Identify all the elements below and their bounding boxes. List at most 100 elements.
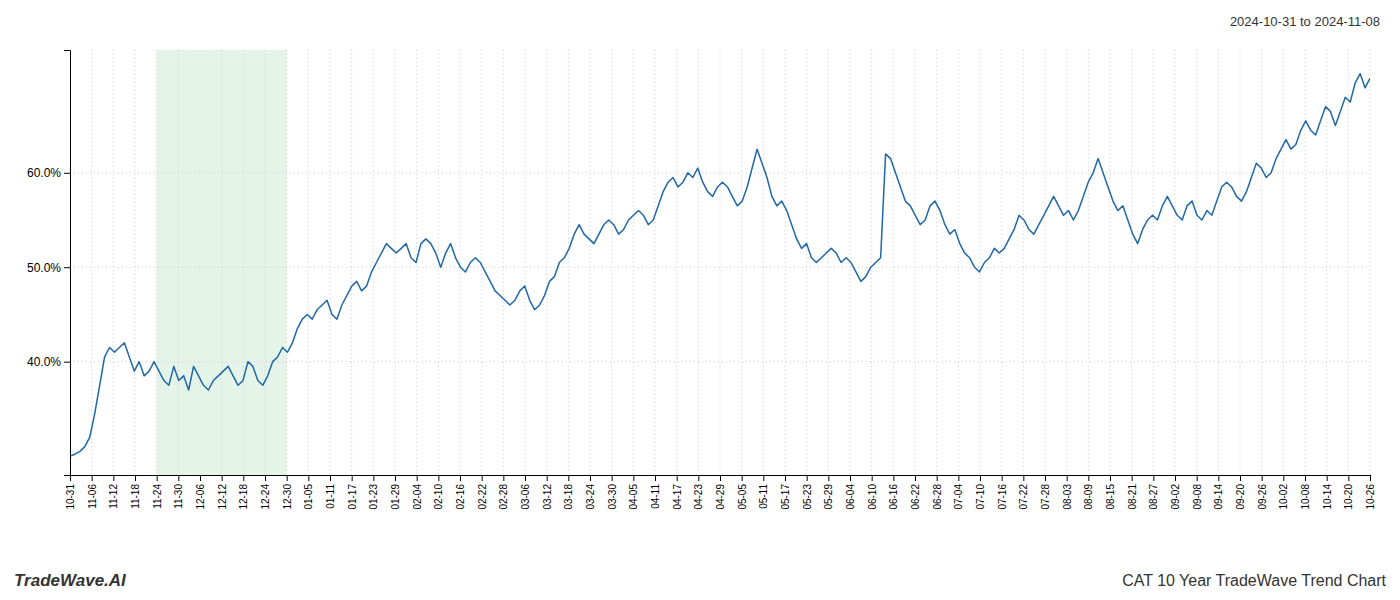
grid-line-x	[633, 50, 634, 475]
x-tick: 06-04	[845, 475, 856, 510]
grid-line-x	[1110, 50, 1111, 475]
x-tick: 07-04	[953, 475, 964, 510]
x-tick-mark	[655, 475, 656, 481]
x-tick-mark	[265, 475, 266, 481]
x-tick-label: 11-24	[152, 484, 163, 509]
x-tick-label: 04-05	[628, 484, 639, 510]
x-tick-label: 10-26	[1365, 484, 1376, 510]
x-tick: 04-29	[715, 475, 726, 510]
x-tick-mark	[1067, 475, 1068, 481]
x-tick: 05-11	[758, 475, 769, 509]
x-tick: 03-18	[563, 475, 574, 510]
x-tick-label: 05-17	[780, 484, 791, 510]
grid-line-x	[1240, 50, 1241, 475]
x-tick: 01-29	[390, 475, 401, 510]
grid-line-x	[980, 50, 981, 475]
x-tick-label: 06-22	[910, 484, 921, 510]
grid-line-x	[308, 50, 309, 475]
x-tick-label: 03-12	[542, 484, 553, 510]
x-tick-label: 03-18	[563, 484, 574, 510]
grid-line-x	[1088, 50, 1089, 475]
x-tick-mark	[113, 475, 114, 481]
x-axis: 10-3111-0611-1211-1811-2411-3012-0612-12…	[65, 475, 1376, 510]
x-tick-mark	[1045, 475, 1046, 481]
grid-line-x	[1348, 50, 1349, 475]
x-tick-mark	[222, 475, 223, 481]
x-tick: 11-06	[87, 475, 98, 509]
x-tick-label: 02-04	[412, 484, 423, 510]
x-tick-mark	[525, 475, 526, 481]
x-tick: 04-11	[650, 475, 661, 509]
y-axis-line	[64, 51, 71, 476]
grid-line-x	[330, 50, 331, 475]
title: CAT 10 Year TradeWave Trend Chart	[1122, 572, 1386, 589]
y-tick: 40.0%	[27, 355, 70, 369]
x-tick-mark	[503, 475, 504, 481]
x-tick-label: 08-09	[1083, 484, 1094, 510]
grid-line-x	[546, 50, 547, 475]
x-tick-mark	[1023, 475, 1024, 481]
grid-line-x	[243, 50, 244, 475]
x-axis-line	[71, 476, 1371, 482]
x-tick-mark	[1262, 475, 1263, 481]
x-tick-label: 07-22	[1018, 484, 1029, 510]
x-tick-mark	[395, 475, 396, 481]
x-tick-label: 10-20	[1343, 484, 1354, 510]
x-tick: 05-29	[823, 475, 834, 510]
x-tick: 01-17	[347, 475, 358, 510]
x-tick-label: 11-12	[108, 484, 119, 509]
x-tick: 10-08	[1300, 475, 1311, 510]
x-tick: 11-30	[173, 475, 184, 509]
x-tick-mark	[1327, 475, 1328, 481]
x-tick-label: 10-08	[1300, 484, 1311, 510]
grid-line-x	[1326, 50, 1327, 475]
x-tick-mark	[872, 475, 873, 481]
x-tick-label: 06-16	[888, 484, 899, 510]
x-tick-mark	[1197, 475, 1198, 481]
grid-line-x	[1218, 50, 1219, 475]
x-tick-mark	[785, 475, 786, 481]
x-tick: 11-24	[152, 475, 163, 509]
x-tick: 02-22	[477, 475, 488, 510]
x-tick-mark	[1283, 475, 1284, 481]
grid-line-x	[460, 50, 461, 475]
x-tick-mark	[200, 475, 201, 481]
x-tick-label: 10-02	[1278, 484, 1289, 510]
grid-line-x	[156, 50, 157, 475]
x-tick: 04-17	[672, 475, 683, 510]
grid-line-x	[1283, 50, 1284, 475]
y-tick-mark	[64, 267, 70, 268]
grid-line-x	[568, 50, 569, 475]
x-tick-label: 07-28	[1040, 484, 1051, 510]
grid-line-x	[395, 50, 396, 475]
x-tick-label: 12-06	[195, 484, 206, 510]
x-tick: 12-18	[238, 475, 249, 510]
x-tick-label: 02-10	[433, 484, 444, 510]
grid-line-x	[373, 50, 374, 475]
x-tick: 11-18	[130, 475, 141, 509]
x-tick-mark	[308, 475, 309, 481]
x-tick-label: 05-23	[802, 484, 813, 510]
x-tick-label: 03-30	[607, 484, 618, 510]
grid-line-x	[806, 50, 807, 475]
y-tick-label: 50.0%	[27, 261, 61, 275]
x-tick-label: 07-16	[997, 484, 1008, 510]
x-tick-label: 10-14	[1322, 484, 1333, 510]
x-tick-label: 05-11	[758, 484, 769, 509]
x-tick-label: 04-23	[693, 484, 704, 510]
x-tick: 08-03	[1062, 475, 1073, 510]
grid-line-x	[676, 50, 677, 475]
x-tick: 02-10	[433, 475, 444, 510]
x-tick-mark	[417, 475, 418, 481]
x-tick-mark	[1305, 475, 1306, 481]
grid-line-x	[611, 50, 612, 475]
x-tick: 03-12	[542, 475, 553, 510]
x-tick-mark	[568, 475, 569, 481]
grid-line-x	[1370, 50, 1371, 475]
y-tick: 60.0%	[27, 166, 70, 180]
grid-line-y	[70, 172, 1370, 173]
x-tick: 01-23	[368, 475, 379, 510]
x-tick-label: 08-03	[1062, 484, 1073, 510]
x-tick-mark	[937, 475, 938, 481]
x-tick-label: 09-08	[1192, 484, 1203, 510]
